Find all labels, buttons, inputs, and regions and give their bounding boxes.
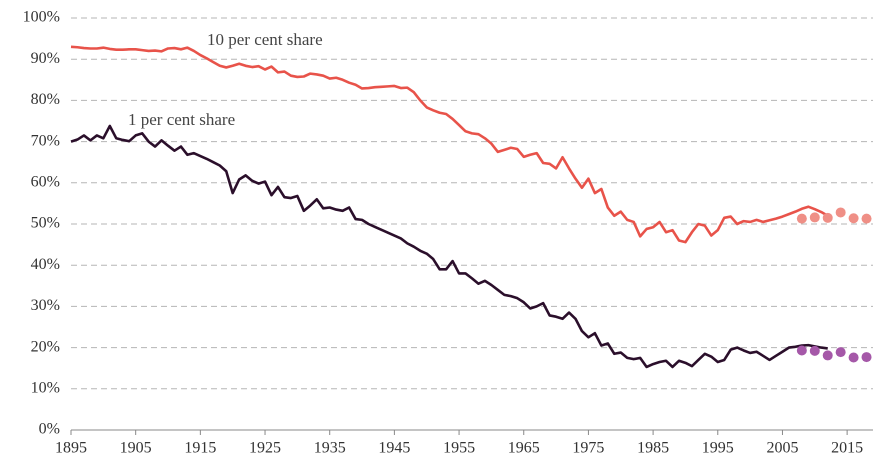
x-tick-label: 1985 (637, 440, 669, 457)
x-tick-label: 1965 (508, 440, 540, 457)
marker (809, 212, 820, 223)
x-tick-label: 1935 (314, 440, 346, 457)
x-tick-label: 1925 (249, 440, 281, 457)
y-tick-label: 80% (31, 91, 60, 108)
annotation: 1 per cent share (128, 110, 235, 129)
y-tick-label: 10% (31, 379, 60, 396)
marker (822, 350, 833, 361)
x-tick-label: 1905 (120, 440, 152, 457)
y-tick-label: 50% (31, 215, 60, 232)
marker (809, 345, 820, 356)
x-tick-label: 2005 (766, 440, 798, 457)
x-tick-label: 1915 (184, 440, 216, 457)
x-tick-label: 1945 (378, 440, 410, 457)
line (70, 124, 828, 369)
marker (848, 352, 859, 363)
line (70, 45, 829, 244)
marker (848, 213, 859, 224)
marker (822, 212, 833, 223)
y-tick-label: 20% (31, 338, 60, 355)
x-tick-label: 1955 (443, 440, 475, 457)
y-tick-label: 70% (31, 132, 60, 149)
y-tick-label: 40% (31, 256, 60, 273)
x-tick-label: 1975 (572, 440, 604, 457)
marker (861, 352, 872, 363)
y-tick-label: 60% (31, 173, 60, 190)
annotation: 10 per cent share (207, 30, 323, 49)
x-tick-label: 1995 (702, 440, 734, 457)
y-tick-label: 0% (39, 421, 60, 438)
marker (796, 213, 807, 224)
x-tick-label: 2015 (831, 440, 863, 457)
y-tick-label: 30% (31, 297, 60, 314)
y-tick-label: 90% (31, 50, 60, 67)
marker (835, 347, 846, 358)
x-tick-label: 1895 (55, 440, 87, 457)
marker (796, 345, 807, 356)
marker (835, 207, 846, 218)
y-tick-label: 100% (23, 9, 60, 26)
marker (861, 213, 872, 224)
